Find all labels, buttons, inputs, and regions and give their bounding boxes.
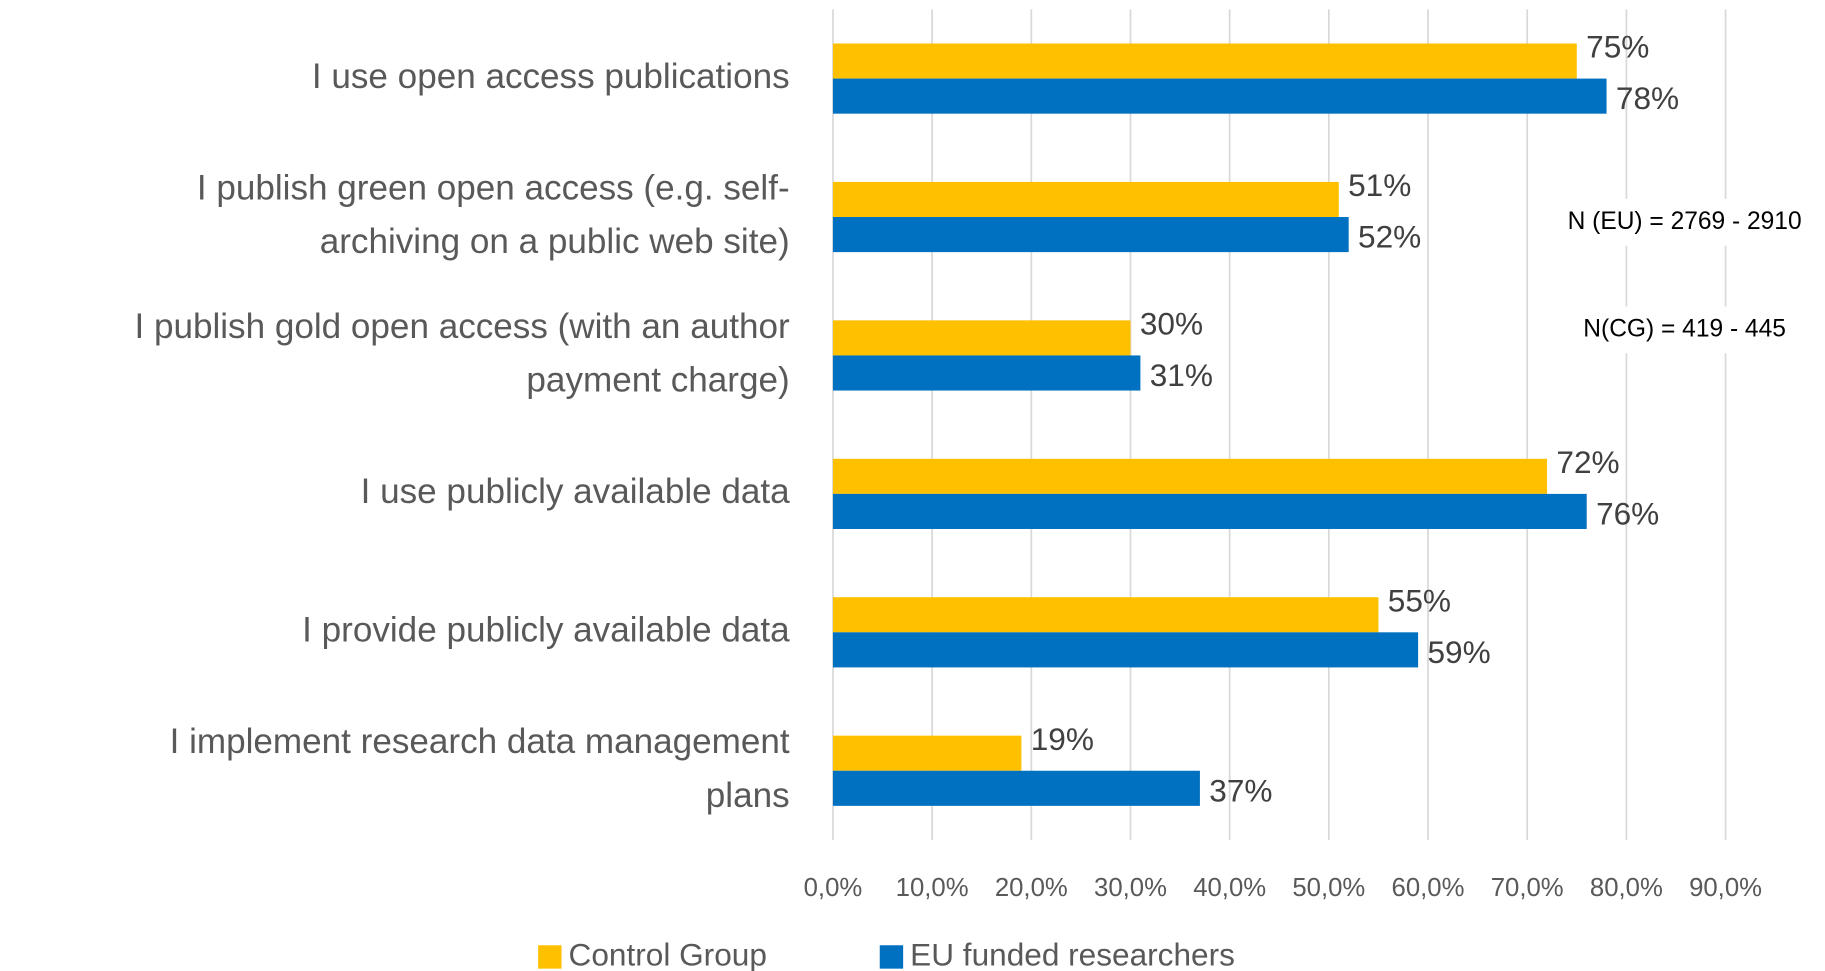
value-label: 31%: [1150, 357, 1213, 393]
y-tick-label: I use open access publications: [312, 57, 790, 96]
bar: [832, 78, 1607, 114]
bar: [832, 597, 1379, 633]
legend-label: EU funded researchers: [910, 936, 1235, 971]
legend-swatch: [538, 945, 562, 969]
x-tick-label: 70,0%: [1491, 874, 1564, 902]
x-tick-label: 40,0%: [1193, 874, 1266, 902]
value-label: 76%: [1596, 495, 1659, 531]
y-tick-label: I use publicly available data: [361, 472, 790, 511]
x-tick-label: 10,0%: [896, 874, 969, 902]
value-label: 19%: [1031, 721, 1094, 757]
value-label: 52%: [1358, 219, 1421, 255]
legend-label: Control Group: [569, 936, 767, 971]
y-tick-label: payment charge): [526, 361, 789, 400]
bar: [832, 632, 1419, 668]
bar: [832, 493, 1587, 529]
y-tick-label: I publish green open access (e.g. self-: [197, 168, 790, 207]
bar: [832, 458, 1548, 494]
x-tick-label: 0,0%: [804, 874, 863, 902]
x-tick-label: 90,0%: [1689, 874, 1762, 902]
y-tick-label: I implement research data management: [170, 722, 790, 761]
bar: [832, 735, 1022, 771]
y-tick-label: plans: [706, 776, 790, 815]
bar: [832, 355, 1141, 391]
value-label: 55%: [1388, 582, 1451, 618]
legend-swatch: [879, 945, 904, 969]
value-label: 75%: [1586, 29, 1649, 65]
value-label: 78%: [1616, 80, 1679, 116]
x-tick-label: 80,0%: [1590, 874, 1663, 902]
bar: [832, 43, 1577, 79]
x-tick-label: 60,0%: [1392, 874, 1465, 902]
value-label: 72%: [1556, 444, 1619, 480]
bar: [832, 181, 1339, 218]
x-tick-label: 20,0%: [995, 874, 1068, 902]
y-tick-label: archiving on a public web site): [320, 222, 790, 261]
value-label: 30%: [1140, 306, 1203, 342]
value-label: 51%: [1348, 167, 1411, 203]
bar: [832, 320, 1131, 356]
annotation-bg: [1538, 306, 1825, 354]
bar: [832, 217, 1349, 253]
value-label: 37%: [1209, 772, 1272, 808]
annotation: N(CG) = 419 - 445: [1583, 315, 1786, 342]
value-label: 59%: [1427, 634, 1490, 670]
annotation: N (EU) = 2769 - 2910: [1568, 208, 1802, 235]
x-tick-label: 30,0%: [1094, 874, 1167, 902]
y-tick-label: I publish gold open access (with an auth…: [134, 307, 790, 346]
bar: [832, 770, 1200, 806]
y-tick-label: I provide publicly available data: [302, 611, 790, 650]
x-tick-label: 50,0%: [1292, 874, 1365, 902]
annotation-bg: [1538, 198, 1825, 246]
